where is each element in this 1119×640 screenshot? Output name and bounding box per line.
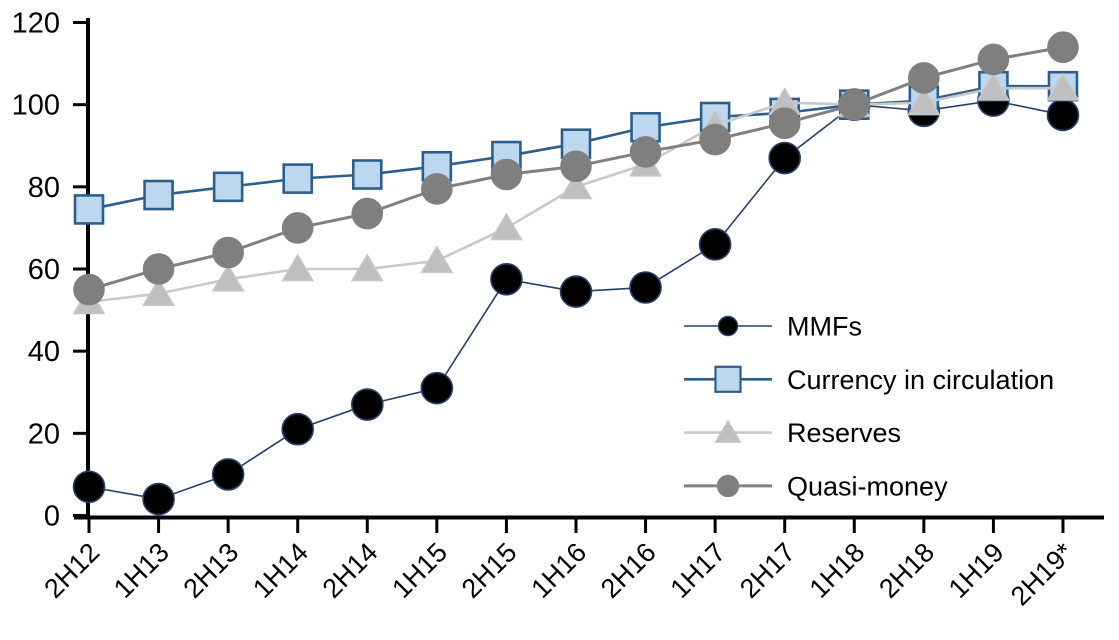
- circle-marker: [977, 43, 1010, 76]
- circle-marker: [699, 123, 731, 156]
- x-tick-label: 1H15: [386, 537, 453, 604]
- legend-item-mmfs: MMFs: [684, 312, 862, 342]
- x-tick-label: 2H16: [595, 537, 662, 604]
- y-axis: 0 20 40 60 80 100 120: [12, 8, 88, 533]
- triangle-marker: [350, 253, 384, 282]
- x-tick-label: 1H18: [804, 537, 871, 604]
- circle-marker: [560, 150, 592, 183]
- circle-marker: [629, 271, 662, 304]
- triangle-marker: [489, 212, 523, 241]
- square-marker: [212, 171, 244, 203]
- x-tick-label: 1H14: [247, 537, 314, 604]
- circle-marker: [281, 212, 314, 244]
- series-quasi-money: [73, 31, 1079, 306]
- y-tick-label: 100: [12, 90, 60, 122]
- x-tick-label: 2H19*: [1005, 537, 1080, 612]
- circle-legend-marker: [716, 474, 740, 498]
- circle-marker: [281, 412, 315, 446]
- x-axis: 2H12 1H13 2H13 1H14 2H14 1H15 2H15 1H16 2H16 1H17…: [38, 519, 1080, 612]
- circle-marker: [838, 88, 871, 121]
- triangle-marker: [420, 245, 454, 274]
- triangle-marker: [1046, 72, 1080, 101]
- circle-marker: [420, 371, 454, 405]
- y-tick-label: 20: [28, 418, 60, 450]
- circle-marker: [142, 253, 175, 285]
- y-tick-label: 80: [28, 172, 60, 204]
- square-legend-marker: [714, 365, 742, 393]
- y-tick-label: 120: [12, 8, 60, 40]
- circle-marker: [768, 141, 802, 175]
- legend-label: Currency in circulation: [787, 365, 1054, 395]
- square-marker: [282, 163, 314, 194]
- legend-label: MMFs: [787, 312, 862, 342]
- triangle-legend-marker: [714, 419, 742, 443]
- x-tick-label: 1H16: [525, 537, 592, 604]
- x-tick-label: 2H13: [178, 537, 245, 604]
- circle-marker: [490, 262, 523, 296]
- circle-marker: [350, 388, 384, 421]
- y-tick-label: 60: [28, 254, 60, 286]
- circle-marker: [142, 482, 175, 516]
- y-tick-label: 40: [28, 336, 60, 368]
- legend-item-reserves: Reserves: [684, 418, 901, 448]
- circle-marker: [351, 197, 384, 230]
- circle-marker: [490, 158, 523, 191]
- circle-legend-marker: [717, 315, 739, 337]
- circle-marker: [421, 173, 453, 205]
- circle-marker: [629, 136, 662, 168]
- x-tick-label: 1H19: [943, 537, 1010, 604]
- circle-marker: [73, 273, 105, 306]
- y-tick-label: 0: [44, 501, 60, 533]
- circle-marker: [1047, 31, 1079, 63]
- triangle-marker: [211, 263, 245, 292]
- triangle-marker: [976, 72, 1010, 101]
- circle-marker: [1046, 98, 1080, 132]
- square-marker: [143, 179, 174, 211]
- circle-marker: [768, 107, 801, 139]
- circle-marker: [559, 275, 593, 308]
- x-tick-label: 1H17: [665, 537, 732, 604]
- legend: MMFs Currency in circulation Reserves Quasi…: [684, 312, 1054, 501]
- x-tick-label: 2H15: [456, 537, 523, 604]
- circle-marker: [908, 62, 940, 94]
- x-tick-label: 2H12: [38, 537, 105, 604]
- triangle-marker: [907, 87, 941, 116]
- x-tick-label: 2H18: [873, 537, 940, 604]
- legend-label: Reserves: [787, 418, 901, 448]
- legend-item-quasi-money: Quasi-money: [684, 471, 948, 501]
- triangle-marker: [142, 278, 176, 307]
- series-mmfs: [72, 84, 1080, 516]
- square-marker: [73, 194, 105, 225]
- circle-marker: [212, 236, 244, 269]
- circle-marker: [698, 228, 732, 261]
- circle-marker: [72, 470, 106, 504]
- x-tick-label: 2H17: [734, 537, 801, 604]
- triangle-marker: [281, 253, 315, 282]
- series-reserves: [72, 72, 1080, 315]
- legend-item-currency-in-circulation: Currency in circulation: [684, 365, 1054, 395]
- circle-marker: [211, 458, 245, 491]
- legend-label: Quasi-money: [787, 471, 948, 501]
- x-tick-label: 1H13: [108, 537, 175, 604]
- triangle-marker: [559, 171, 593, 200]
- square-marker: [351, 159, 383, 190]
- x-tick-label: 2H14: [317, 537, 384, 604]
